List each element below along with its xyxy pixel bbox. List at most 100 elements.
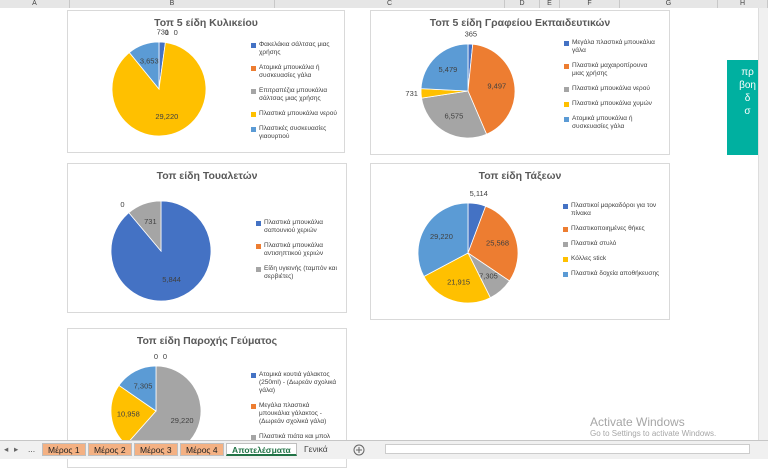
legend-item: Πλαστικά στυλό [563,240,663,248]
legend-swatch [564,86,569,92]
legend: Φακελάκια σάλτσας μιας χρήσης Ατομικά μπο… [251,41,341,141]
add-sheet[interactable] [353,444,365,456]
sheet-tab[interactable]: Μέρος 1 [42,443,86,456]
data-label: 0 [120,200,124,209]
legend-swatch [251,372,256,378]
pie-slice [467,43,516,135]
chart-title: Τοπ 5 είδη Κυλικείου [154,17,258,29]
legend-item: Πλαστικά μαχαιροπίρουνα μιας χρήσης [564,62,659,78]
data-label: 3,653 [140,57,159,66]
pie-slice [118,365,157,412]
nav-left[interactable]: ◂ [4,444,9,454]
legend-item: Πλαστικά πιάτα και μπολ [251,433,341,441]
side-text: σ [744,106,751,117]
data-label: 5,844 [162,275,181,284]
chart-title: Τοπ είδη Τουαλετών [156,170,258,182]
legend-label: Πλαστικές συσκευασίες γιαουρτιού [259,125,327,140]
legend-item: Πλαστικοί μαρκαδόροι για τον πίνακα [563,202,663,218]
legend-swatch [563,271,568,277]
legend-label: Πλαστικά πιάτα και μπολ [259,433,331,440]
sheet-tab[interactable]: Γενικά [304,444,328,454]
side-text: πρ [741,67,754,78]
legend: Πλαστικοί μαρκαδόροι για τον πίνακα Πλαστ… [563,202,663,278]
vertical-scrollbar[interactable] [758,8,768,440]
legend-label: Πλαστικοί μαρκαδόροι για τον πίνακα [571,202,657,217]
chart-title: Τοπ είδη Παροχής Γεύματος [136,335,278,347]
sheet-tab[interactable]: Αποτελέσματα [226,443,297,456]
column-header: F [560,0,620,8]
sheet-tab[interactable]: Μέρος 2 [88,443,132,456]
column-header: G [620,0,718,8]
data-label: 0 [163,352,167,361]
data-label: 0 [165,28,169,37]
legend-label: Είδη υγιεινής (ταμπόν και σερβιέτες) [264,265,337,280]
legend-item: Πλαστικά δοχεία αποθήκευσης [563,270,663,278]
legend-item: Επιτραπέζια μπουκάλια σάλτσας μιας χρήση… [251,87,341,103]
legend-item: Πλαστικοποιημένες θήκες [563,225,663,233]
legend-swatch [564,101,569,107]
column-header: H [718,0,768,8]
pie-slice [128,41,160,91]
pie-plot: 5,844 0 731 [110,200,212,302]
chart-title: Τοπ είδη Τάξεων [478,170,562,182]
legend-item: Πλαστικά μπουκάλια νερού [564,85,659,93]
legend-label: Πλαστικά μπουκάλια νερού [259,110,337,117]
legend-label: Πλαστικά μπουκάλια αντισηπτικού χεριών [264,242,324,257]
data-label: 9,497 [487,82,506,91]
data-label: 0 [174,28,178,37]
legend-item: Πλαστικά μπουκάλια χυμών [564,100,659,108]
data-label: 25,568 [486,239,509,248]
legend-swatch [251,42,256,48]
data-label: 5,479 [439,65,458,74]
column-header: B [70,0,275,8]
legend-label: Πλαστικά μαχαιροπίρουνα μιας χρήσης [572,62,648,77]
legend-swatch [251,111,256,117]
legend-label: Κόλλες stick [571,255,607,262]
legend-label: Επιτραπέζια μπουκάλια σάλτσας μιας χρήση… [259,87,328,102]
legend-item: Πλαστικά μπουκάλια αντισηπτικού χεριών [256,242,344,258]
nav-right[interactable]: ▸ [14,444,19,454]
legend: Μεγάλα πλαστικά μπουκάλια γάλα Πλαστικά μ… [564,39,659,131]
legend: Πλαστικά μπουκάλια σαπουνιού χεριών Πλαστ… [256,219,344,281]
pie-plot: 5,114 25,568 7,305 21,915 29,220 [417,189,519,304]
chart: Τοπ είδη Τουαλετών 5,844 0 731 Πλαστικά μπου… [67,163,347,313]
legend-label: Ατομικά μπουκάλια ή συσκευασίες γάλα [572,115,633,130]
data-label: 7,305 [134,381,153,390]
watermark: Activate Windows Go to Settings to activ… [590,415,716,438]
nav-ellipsis[interactable]: ... [28,444,36,454]
legend-item: Πλαστικά μπουκάλια νερού [251,110,341,118]
legend-label: Ατομικά μπουκάλια ή συσκευασίες γάλα [259,64,320,79]
legend: Ατομικά κουτιά γάλακτος (250ml) - (Δωρεά… [251,371,341,441]
chart-title: Τοπ 5 είδη Γραφείου Εκπαιδευτικών [429,17,611,29]
column-header: A [0,0,70,8]
legend-label: Φακελάκια σάλτσας μιας χρήσης [259,41,330,56]
legend-swatch [256,220,261,226]
pie-slice [421,90,488,139]
pie-slice [467,205,519,282]
chart: Τοπ είδη Τάξεων 5,114 25,568 7,305 21,915 29,… [370,163,670,320]
data-label: 29,220 [430,232,453,241]
side-text: βοη [739,80,756,91]
watermark-title: Activate Windows [590,415,685,429]
legend-label: Πλαστικά δοχεία αποθήκευσης [571,270,660,277]
sheet-tab[interactable]: Μέρος 3 [134,443,178,456]
data-label: 731 [405,89,418,98]
legend-item: Φακελάκια σάλτσας μιας χρήσης [251,41,341,57]
chart: Τοπ 5 είδη Γραφείου Εκπαιδευτικών 365 9,49… [370,10,670,155]
legend-label: Ατομικά κουτιά γάλακτος (250ml) - (Δωρεά… [259,371,337,394]
sheet-tab-bar: ◂ ▸ ... Μέρος 1 Μέρος 2 Μέρος 3 Μέρος 4 Αποτ… [0,440,768,459]
horizontal-scrollbar[interactable] [385,444,750,454]
pie-slice [417,202,469,278]
legend-label: Πλαστικά μπουκάλια σαπουνιού χεριών [264,219,324,234]
legend-label: Μεγάλα πλαστικά μπουκάλια γάλα [572,39,655,54]
legend-item: Ατομικά μπουκάλια ή συσκευασίες γάλα [251,64,341,80]
data-label: 29,220 [155,112,178,121]
data-label: 7,305 [479,271,498,280]
pie-plot: 0 0 29,220 10,958 7,305 [110,352,202,457]
pie-slice [423,252,491,304]
sheet-tab[interactable]: Μέρος 4 [180,443,224,456]
legend-swatch [256,266,261,272]
legend-swatch [251,434,256,440]
data-label: 6,575 [444,111,463,120]
